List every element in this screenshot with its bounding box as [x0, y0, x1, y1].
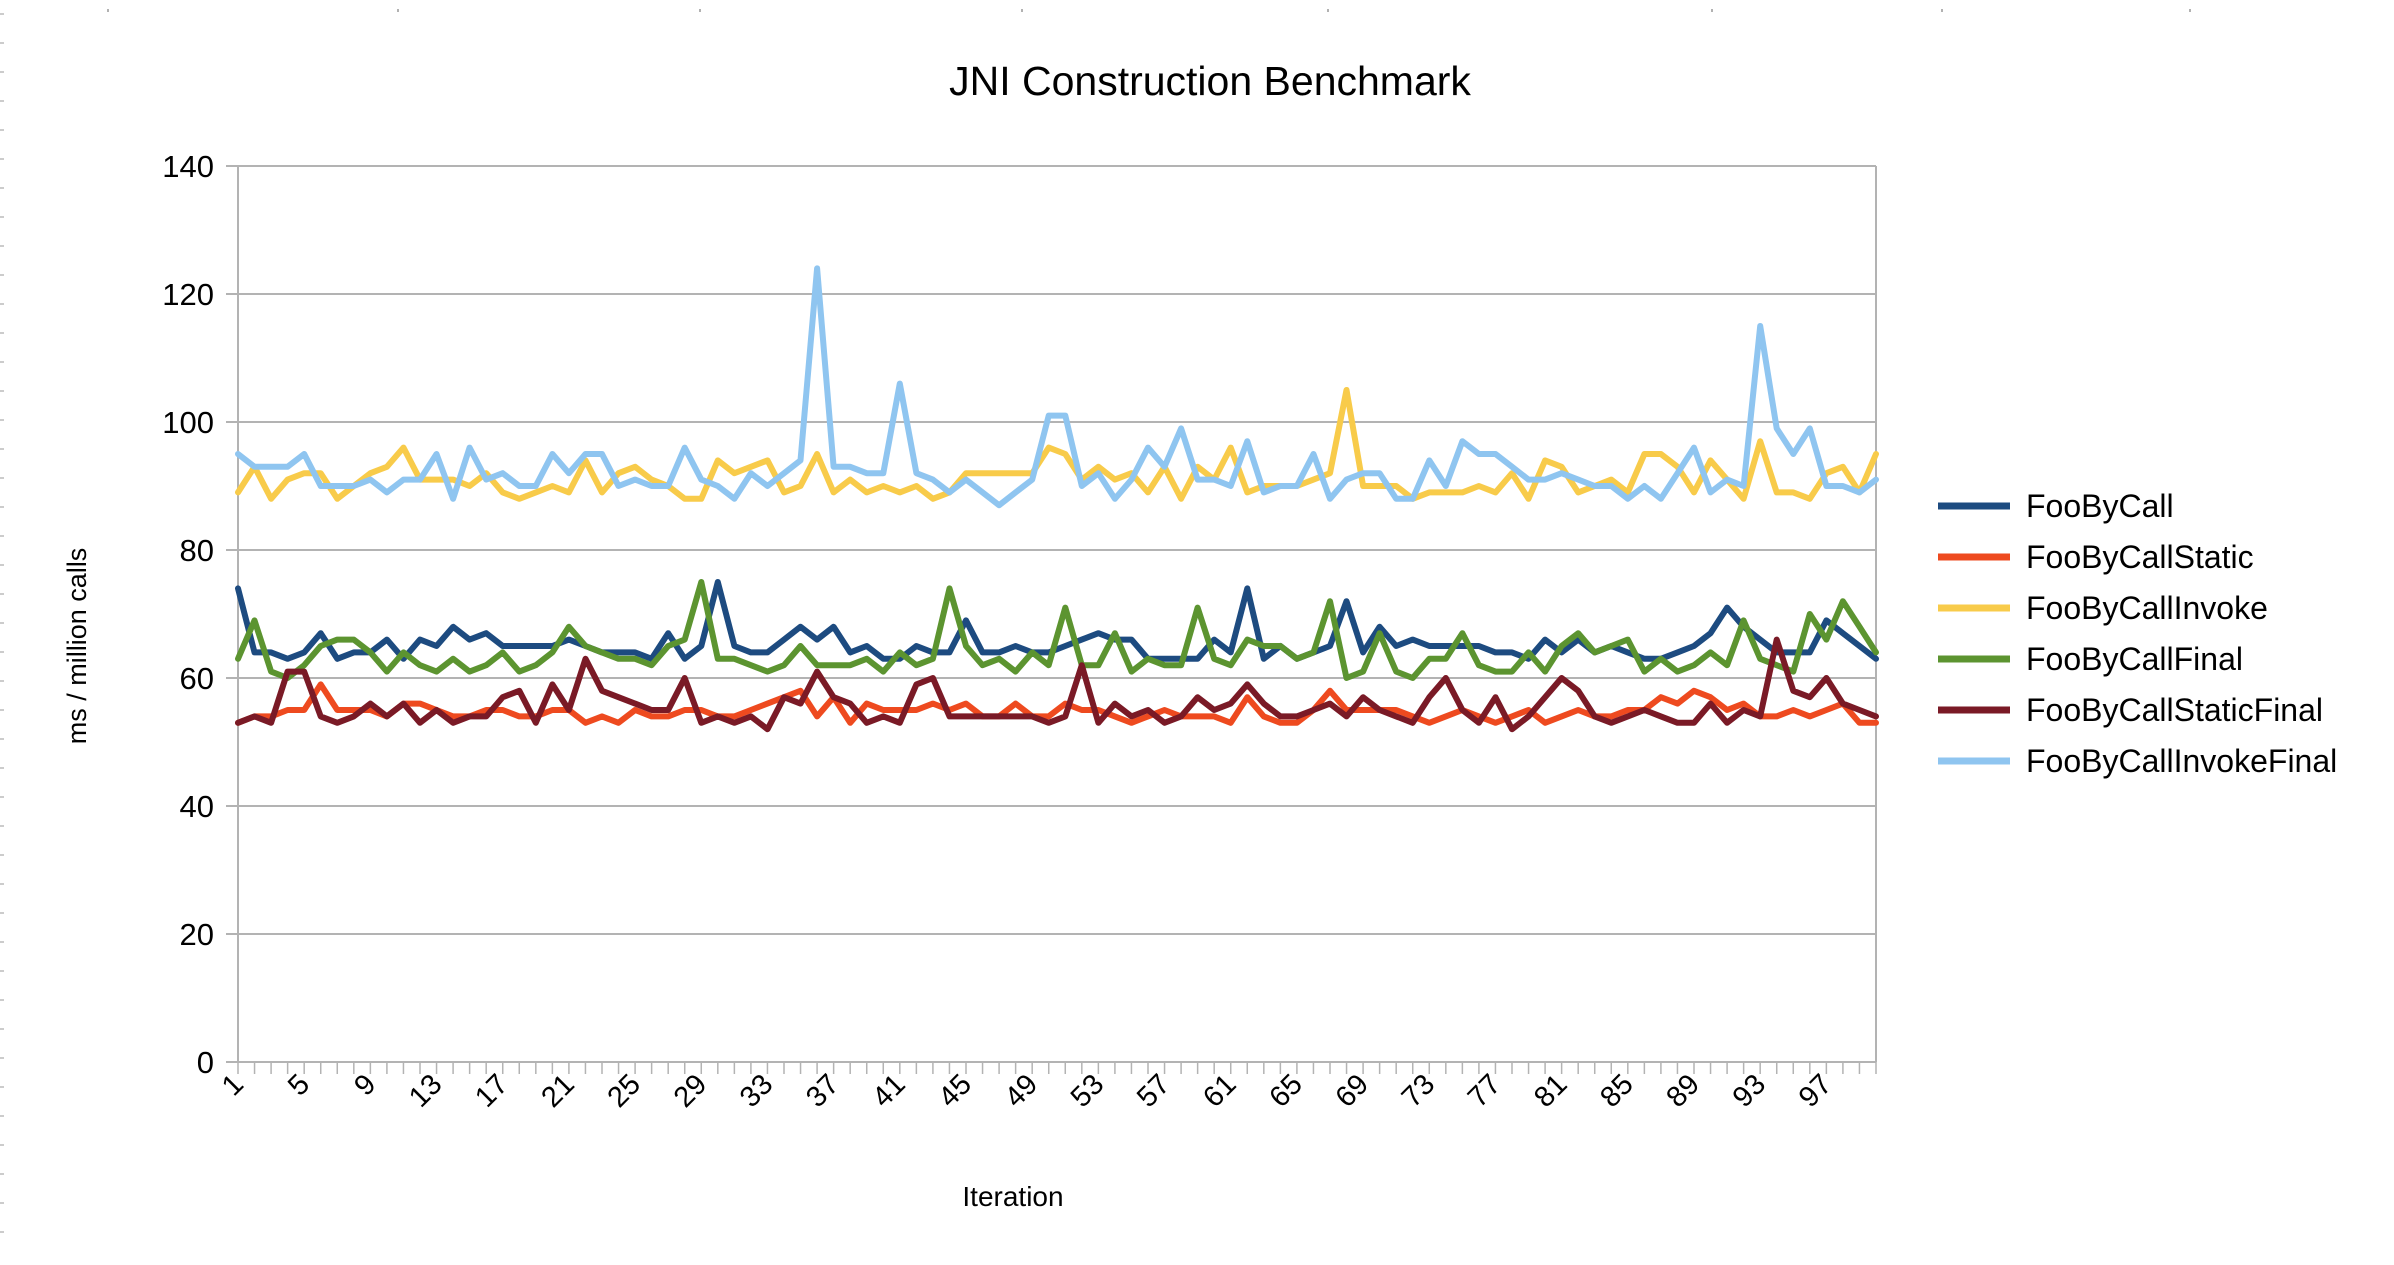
series-line [235, 387, 1879, 502]
x-tick-label: 5 [282, 1068, 316, 1102]
y-tick-label: 40 [180, 789, 214, 824]
y-tick-label: 60 [180, 661, 214, 696]
x-axis-label: Iteration [962, 1181, 1063, 1212]
series-line [235, 579, 1879, 681]
x-tick-label: 81 [1528, 1068, 1573, 1113]
page-edge-ruler [0, 0, 6, 1260]
x-tick-label: 41 [866, 1068, 911, 1113]
x-tick-label: 49 [999, 1068, 1044, 1113]
series-line [235, 265, 1879, 509]
page-top-ruler [0, 0, 2394, 12]
x-tick-label: 21 [535, 1068, 580, 1113]
x-tick-label: 53 [1065, 1068, 1110, 1113]
x-tick-label: 93 [1727, 1068, 1772, 1113]
x-tick-label: 1 [216, 1068, 250, 1102]
y-tick-label: 20 [180, 917, 214, 952]
legend-label: FooByCallStaticFinal [2026, 692, 2323, 728]
x-tick-label: 61 [1197, 1068, 1242, 1113]
y-tick-label: 80 [180, 533, 214, 568]
x-tick-label: 69 [1330, 1068, 1375, 1113]
x-tick-label: 25 [602, 1068, 647, 1113]
legend-label: FooByCallStatic [2026, 539, 2254, 575]
x-tick-label: 13 [403, 1068, 448, 1113]
x-tick-label: 73 [1396, 1068, 1441, 1113]
y-axis-ticks: 0 20 40 60 80 100 120 140 [162, 149, 238, 1080]
chart-title: JNI Construction Benchmark [949, 58, 1471, 104]
x-tick-label: 85 [1594, 1068, 1639, 1113]
series-line [235, 636, 1879, 733]
x-tick-label: 29 [668, 1068, 713, 1113]
gridlines [238, 165, 1876, 1063]
y-tick-label: 140 [162, 149, 214, 184]
x-tick-label: 17 [469, 1068, 514, 1113]
x-tick-label: 9 [348, 1068, 382, 1102]
plot-frame [237, 166, 1877, 1063]
y-axis-label: ms / million calls [62, 548, 92, 745]
x-tick-label: 37 [800, 1068, 845, 1113]
y-tick-label: 100 [162, 405, 214, 440]
legend-label: FooByCallInvoke [2026, 590, 2268, 626]
x-tick-label: 33 [734, 1068, 779, 1113]
y-tick-label: 120 [162, 277, 214, 312]
legend-label: FooByCallFinal [2026, 641, 2243, 677]
x-tick-label: 65 [1263, 1068, 1308, 1113]
x-tick-label: 45 [933, 1068, 978, 1113]
x-tick-label: 57 [1131, 1068, 1176, 1113]
y-tick-label: 0 [197, 1045, 214, 1080]
x-tick-label: 77 [1462, 1068, 1507, 1113]
x-tick-label: 97 [1793, 1068, 1838, 1113]
legend-label: FooByCallInvokeFinal [2026, 743, 2337, 779]
series-lines [235, 265, 1879, 733]
x-tick-label: 89 [1661, 1068, 1706, 1113]
legend-label: FooByCall [2026, 488, 2174, 524]
x-axis-ticks: 1 5 9 13 17 21 25 29 33 37 41 45 49 53 57 61 65 69 73 77 81 8… [216, 1062, 1877, 1114]
legend: FooByCallFooByCallStaticFooByCallInvokeF… [1938, 488, 2337, 779]
